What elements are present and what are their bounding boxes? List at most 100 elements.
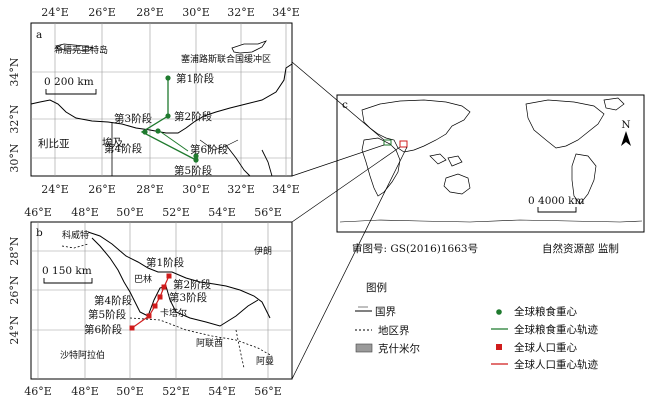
panel-b-bottom-tick: 52°E [162,385,190,398]
panel-a-bottom-tick: 32°E [227,183,255,196]
panel-a-stage-4: 第4阶段 [104,142,143,155]
legend-item-label: 全球粮食重心轨迹 [514,323,598,336]
legend-item-label: 全球粮食重心 [514,305,577,318]
world-pop-box [399,140,408,148]
panel-a-top-tick: 30°E [182,6,210,19]
panel-a-stage-6: 第6阶段 [190,143,229,156]
panel-b-scale-text: 0 150 km [42,265,92,277]
place-kuwait: 科威特 [62,229,89,241]
pop-stage-5-point [146,313,152,319]
panel-a-stage-5: 第5阶段 [174,164,213,177]
panel-b-stage-1: 第1阶段 [146,256,185,269]
panel-a-stage-3: 第3阶段 [114,112,153,125]
panel-b-left-tick: 28°N [8,236,21,265]
legend-item-label: 国界 [375,306,396,318]
panel-b-stage-5: 第5阶段 [88,308,127,321]
grain-stage-1-point [165,75,171,81]
panel-a-left-tick: 30°N [8,143,21,172]
map-review-number: 审图号: GS(2016)1663号 [352,242,478,255]
panel-b-letter: b [36,227,43,239]
arabia-coast [91,237,259,327]
place-egypt: 埃及 [102,136,123,149]
place-saudi: 沙特阿拉伯 [60,349,105,361]
panel-b: 46°E 48°E 50°E 52°E 54°E 56°E 28°N 26°N … [8,206,293,398]
panel-b-stage-6: 第6阶段 [84,323,123,336]
iran-coast [87,231,271,319]
panel-a-top-tick: 28°E [136,6,164,19]
grain-stage-6-point [193,153,199,159]
pop-stage-6-point [129,325,135,331]
legend-title: 图例 [366,281,387,294]
grain-stage-5-point [193,157,199,163]
panel-a-left-tick: 32°N [8,104,21,133]
panel-b-left-tick: 26°N [8,275,21,304]
panel-a-top-tick: 26°E [88,6,116,19]
panel-b-bottom-tick: 54°E [208,385,236,398]
panel-a-stage-2: 第2阶段 [174,110,213,123]
panel-b-left-tick: 24°N [8,315,21,344]
pop-stage-1-point [166,273,172,279]
panel-b-top-tick: 50°E [116,206,144,219]
panel-b-bottom-tick: 46°E [24,385,52,398]
legend-gray-box-icon [355,343,373,353]
legend: 图例 国界 地区界 克什米尔 全球粮食重心 全球粮食重心轨迹 全球人口重心 全球… [355,281,598,371]
panel-a-top-tick: 32°E [227,6,255,19]
legend-item-label: 全球人口重心轨迹 [514,358,598,371]
panel-a-bottom-tick: 28°E [136,183,164,196]
panel-a-left-tick: 34°N [8,57,21,86]
coastline [30,63,293,134]
legend-green-dot-icon [496,309,502,315]
world-continents [361,97,625,205]
place-crete: 希腊克里特岛 [54,44,108,56]
panel-a-top-tick: 24°E [41,6,69,19]
legend-item-label: 地区界 [378,324,410,337]
panel-a-bottom-tick: 34°E [272,183,300,196]
panel-b-bottom-tick: 48°E [71,385,99,398]
place-oman: 阿曼 [256,356,274,367]
panel-b-scale-bar [43,278,93,284]
place-bahrain: 巴林 [134,273,152,285]
panel-a: 24°E 26°E 28°E 30°E 32°E 34°E 34°N 32°N … [8,6,300,196]
panel-c-scale-bar [537,207,577,213]
panel-a-bottom-tick: 26°E [88,183,116,196]
legend-item-label: 克什米尔 [378,342,420,355]
panel-b-grid [31,222,292,379]
region-border-dotted [129,317,273,357]
panel-c-letter: c [342,99,348,111]
zoom-connectors [291,61,408,380]
grain-stage-2-point [165,113,171,119]
place-iran: 伊朗 [254,245,272,257]
authority-text: 自然资源部 监制 [542,242,619,255]
cyprus-outline [231,40,268,54]
panel-b-top-tick: 52°E [162,206,190,219]
grain-stage-4-point [155,128,161,134]
place-libya: 利比亚 [38,137,70,150]
place-uae: 阿联酋 [196,337,223,349]
north-arrow-icon [621,131,631,146]
pop-stage-2-point [161,284,167,290]
pop-stage-4-point [152,303,158,309]
panel-a-grid [31,23,292,176]
north-label: N [621,119,630,131]
panel-a-scale-text: 0 200 km [44,76,94,88]
place-qatar: 卡塔尔 [160,307,187,319]
crete-outline [55,43,95,52]
panel-b-stage-3: 第3阶段 [169,291,208,304]
grain-stage-3-point [142,129,148,135]
panel-b-top-tick: 54°E [208,206,236,219]
panel-a-bottom-tick: 24°E [41,183,69,196]
legend-item-label: 全球人口重心 [514,341,577,354]
panel-b-stage-2: 第2阶段 [173,278,212,291]
panel-a-bottom-tick: 30°E [182,183,210,196]
legend-red-square-icon [496,344,502,350]
panel-b-stage-4: 第4阶段 [94,294,133,307]
world-grain-box [383,139,392,146]
panel-a-letter: a [36,29,42,41]
panel-b-bottom-tick: 56°E [254,385,282,398]
pop-stage-3-point [157,294,163,300]
place-cyprus: 塞浦路斯联合国缓冲区 [181,53,271,65]
panel-b-top-tick: 48°E [71,206,99,219]
panel-c-scale-text: 0 4000 km [528,195,584,207]
